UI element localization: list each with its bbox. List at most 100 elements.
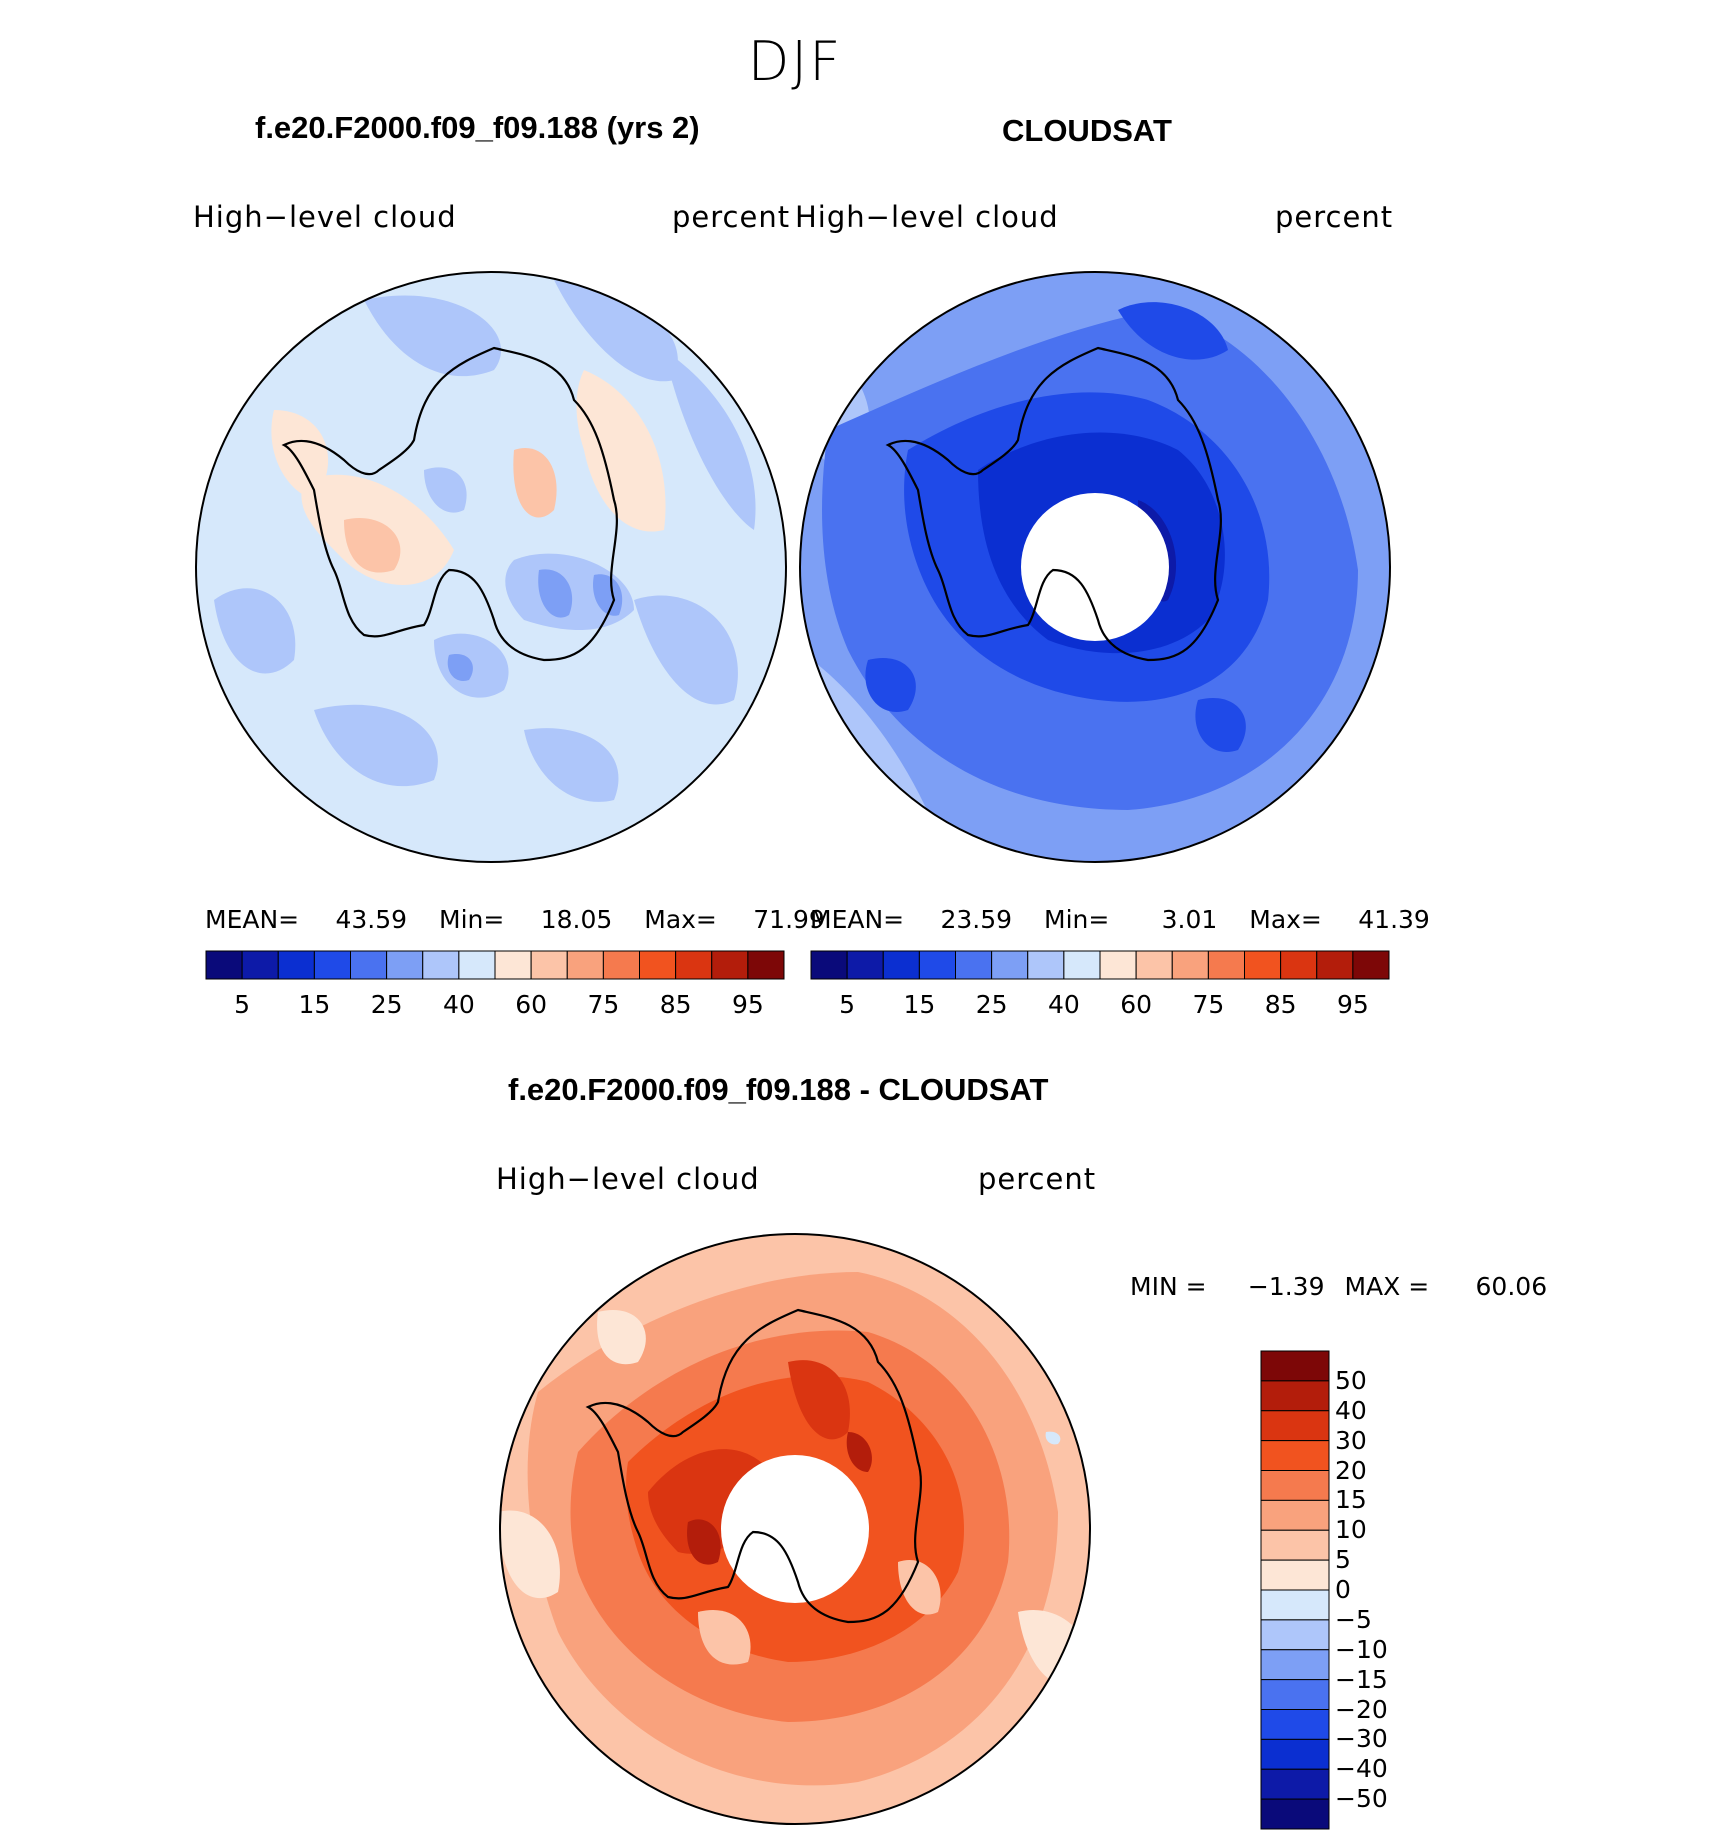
colorbar-tick-label: 60 [1120,990,1153,1019]
colorbar-swatch [639,950,677,980]
colorbar-swatch [991,950,1029,980]
panel2-stats: MEAN= 23.59 Min= 3.01 Max= 41.39 [810,905,1430,934]
diff-colorbar-swatch [1260,1798,1330,1830]
panel2-map-border [799,271,1391,863]
diff-colorbar-tick-label: 5 [1335,1545,1351,1575]
panel2-mean-label: MEAN= [810,905,905,934]
diff-min-label: MIN = [1130,1272,1207,1301]
colorbar-tick-label: 5 [839,990,856,1019]
panel2-title: CLOUDSAT [1002,113,1172,148]
panel1-title: f.e20.F2000.f09_f09.188 (yrs 2) [255,110,700,145]
panel2-colorbar-ticks: 5 15 25 40 60 75 85 95 [810,990,1390,1024]
diff-stats: MIN = −1.39 MAX = 60.06 [1130,1272,1547,1301]
diff-colorbar-swatch [1260,1768,1330,1800]
colorbar-tick-label: 60 [515,990,548,1019]
colorbar-swatch [1063,950,1101,980]
colorbar-tick-label: 15 [298,990,331,1019]
panel1-map-border [195,271,787,863]
diff-units-label: percent [978,1162,1097,1196]
colorbar-swatch [747,950,785,980]
colorbar-swatch [955,950,993,980]
panel1-coastline [281,346,618,662]
panel1-min-label: Min= [439,905,505,934]
diff-colorbar-tick-label: 10 [1335,1515,1367,1545]
diff-colorbar-tick-label: 15 [1335,1485,1367,1515]
colorbar-tick-label: 75 [1192,990,1225,1019]
diff-colorbar-swatch [1260,1738,1330,1770]
diff-colorbar-swatch [1260,1529,1330,1561]
colorbar-swatch [882,950,920,980]
colorbar-tick-label: 95 [1336,990,1369,1019]
colorbar-swatch [313,950,351,980]
colorbar-swatch [566,950,604,980]
diff-colorbar-tick-label: 0 [1335,1575,1351,1604]
panel2-min-label: Min= [1044,905,1110,934]
colorbar-swatch [1027,950,1065,980]
panel2-missing-polar-hole [1021,493,1169,641]
diff-colorbar-tick-label: −5 [1335,1604,1372,1634]
diff-map-border [499,1233,1091,1825]
diff-colorbar-tick-label: 20 [1335,1455,1367,1485]
panel2-mean-value: 23.59 [940,905,1013,934]
panel2-max-value: 41.39 [1358,905,1430,934]
panel2-min-value: 3.01 [1161,905,1218,934]
panel1-mean-value: 43.59 [335,905,408,934]
diff-colorbar-swatch [1260,1709,1330,1740]
panel1-max-label: Max= [644,905,717,934]
diff-colorbar-swatch [1260,1499,1330,1531]
colorbar-tick-label: 25 [370,990,403,1019]
panel2-units-label: percent [1275,200,1394,234]
colorbar-swatch [918,950,956,980]
colorbar-tick-label: 40 [442,990,475,1019]
colorbar-swatch [1099,950,1137,980]
colorbar-swatch [1316,950,1354,980]
colorbar-tick-label: 75 [587,990,620,1019]
colorbar-tick-label: 5 [234,990,251,1019]
colorbar-swatch [277,950,315,980]
diff-colorbar-swatch [1260,1619,1330,1651]
diff-colorbar-swatch [1260,1649,1330,1681]
diff-colorbar-tick-label: −15 [1335,1664,1388,1694]
panel1-field [196,272,786,862]
colorbar-swatch [810,950,848,980]
diff-max-value: 60.06 [1475,1272,1548,1301]
colorbar-swatch [1244,950,1282,980]
diff-colorbar-tick-label: 40 [1335,1395,1367,1425]
colorbar-swatch [1171,950,1209,980]
diff-coastline [585,1308,922,1624]
diff-colorbar-tick-label: −50 [1335,1784,1388,1814]
diff-colorbar-tick-label: −20 [1335,1694,1388,1724]
colorbar-swatch [422,950,460,980]
diff-colorbar-swatch [1260,1470,1330,1501]
diff-colorbar-swatch [1260,1380,1330,1412]
diff-colorbar-swatch [1260,1440,1330,1471]
diff-colorbar-swatch [1260,1350,1330,1382]
panel1-min-value: 18.05 [540,905,613,934]
colorbar-tick-label: 40 [1047,990,1080,1019]
colorbar-tick-label: 25 [975,990,1008,1019]
diff-colorbar-tick-label: −10 [1335,1634,1388,1664]
diff-colorbar-swatch [1260,1559,1330,1591]
panel2-colorbar [810,950,1390,980]
panel2-variable-label: High−level cloud [795,200,1059,234]
diff-missing-polar-hole [721,1455,869,1603]
colorbar-swatch [350,950,388,980]
panel1-stats: MEAN= 43.59 Min= 18.05 Max= 71.99 [205,905,825,934]
panel2-coastline [885,346,1222,662]
colorbar-swatch [530,950,568,980]
colorbar-swatch [1280,950,1318,980]
colorbar-tick-label: 85 [659,990,692,1019]
diff-colorbar-ticks: 50 40 30 20 15 10 5 0 −5 −10 −15 −20 −30 −40 −50 [1335,1350,1415,1830]
diff-colorbar-tick-label: −30 [1335,1724,1388,1754]
colorbar-swatch [602,950,640,980]
diff-colorbar-tick-label: 30 [1335,1425,1367,1455]
panel2-map [799,271,1391,863]
panel1-variable-label: High−level cloud [193,200,457,234]
diff-colorbar-tick-label: −40 [1335,1754,1388,1784]
colorbar-swatch [711,950,749,980]
diff-map [499,1233,1091,1825]
panel1-mean-label: MEAN= [205,905,300,934]
diff-colorbar-swatch [1260,1679,1330,1710]
colorbar-swatch [1207,950,1245,980]
colorbar-tick-label: 95 [731,990,764,1019]
